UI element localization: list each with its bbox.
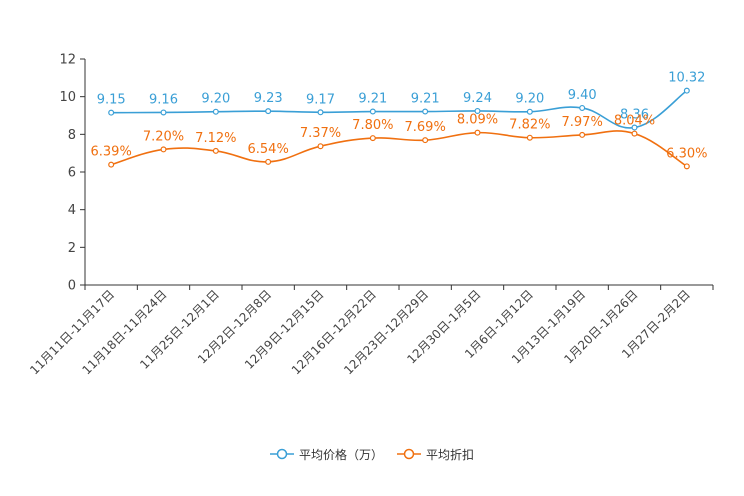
data-point-price[interactable] [526, 108, 533, 115]
data-label-price: 9.21 [358, 92, 387, 107]
y-tick-label: 10 [59, 90, 76, 105]
data-point-price[interactable] [317, 109, 324, 116]
data-label-discount: 7.37% [300, 126, 341, 141]
data-point-discount[interactable] [474, 129, 481, 136]
data-label-price: 9.21 [411, 92, 440, 107]
data-point-discount[interactable] [212, 147, 219, 154]
data-point-price[interactable] [422, 108, 429, 115]
data-label-discount: 7.69% [405, 120, 446, 135]
data-point-price[interactable] [474, 107, 481, 114]
data-label-discount: 7.20% [143, 129, 184, 144]
data-label-discount: 7.97% [562, 115, 603, 130]
legend-price-marker [269, 448, 294, 460]
data-label-discount: 6.39% [91, 145, 132, 160]
data-point-price[interactable] [369, 108, 376, 115]
data-point-discount[interactable] [526, 134, 533, 141]
legend-discount-marker [397, 448, 421, 460]
data-label-discount: 6.30% [666, 146, 707, 161]
data-point-price[interactable] [160, 109, 167, 116]
data-point-discount[interactable] [422, 137, 429, 144]
data-label-price: 9.16 [149, 92, 178, 107]
data-label-price: 9.20 [201, 92, 230, 107]
data-point-discount[interactable] [683, 163, 690, 170]
data-point-price[interactable] [631, 124, 638, 131]
data-point-price[interactable] [212, 108, 219, 115]
x-tick-label: 11月11日-11月17日 [27, 287, 117, 377]
data-label-price: 9.40 [568, 88, 597, 103]
y-tick-label: 0 [68, 279, 76, 294]
y-tick-label: 6 [68, 166, 76, 181]
y-tick-label: 4 [68, 203, 76, 218]
data-label-discount: 8.04% [614, 114, 655, 129]
legend-price-label: 平均价格（万） [298, 447, 383, 462]
legend-item-price[interactable]: 平均价格（万） [269, 446, 383, 463]
data-point-discount[interactable] [160, 146, 167, 153]
data-label-discount: 6.54% [248, 142, 289, 157]
legend-discount-label: 平均折扣 [426, 447, 475, 462]
data-point-price[interactable] [579, 104, 586, 111]
data-label-discount: 8.09% [457, 113, 498, 128]
data-label-price: 9.15 [97, 93, 126, 108]
data-label-price: 9.23 [254, 91, 283, 106]
data-point-discount[interactable] [317, 143, 324, 150]
data-point-discount[interactable] [108, 161, 115, 168]
y-tick-label: 2 [68, 241, 76, 256]
y-tick-label: 12 [59, 53, 76, 68]
series-line-discount [110, 130, 688, 168]
data-point-price[interactable] [265, 108, 272, 115]
data-label-price: 9.20 [515, 92, 544, 107]
data-point-price[interactable] [683, 87, 690, 94]
data-label-price: 9.24 [463, 91, 492, 106]
y-tick-label: 8 [68, 128, 76, 143]
data-label-discount: 7.80% [352, 118, 393, 133]
data-label-discount: 7.82% [509, 118, 550, 133]
data-point-discount[interactable] [579, 131, 586, 138]
data-label-price: 8.36 [620, 108, 649, 123]
data-label-price: 9.17 [306, 92, 335, 107]
data-label-price: 10.32 [668, 71, 705, 86]
legend-item-discount[interactable]: 平均折扣 [397, 446, 474, 463]
legend: 平均价格（万） 平均折扣 [0, 444, 744, 464]
data-point-discount[interactable] [265, 158, 272, 165]
data-label-discount: 7.12% [195, 131, 236, 146]
data-point-price[interactable] [108, 109, 115, 116]
data-point-discount[interactable] [631, 130, 638, 137]
line-chart: 02468101211月11日-11月17日11月18日-11月24日11月25… [27, 53, 714, 377]
data-point-discount[interactable] [369, 135, 376, 142]
